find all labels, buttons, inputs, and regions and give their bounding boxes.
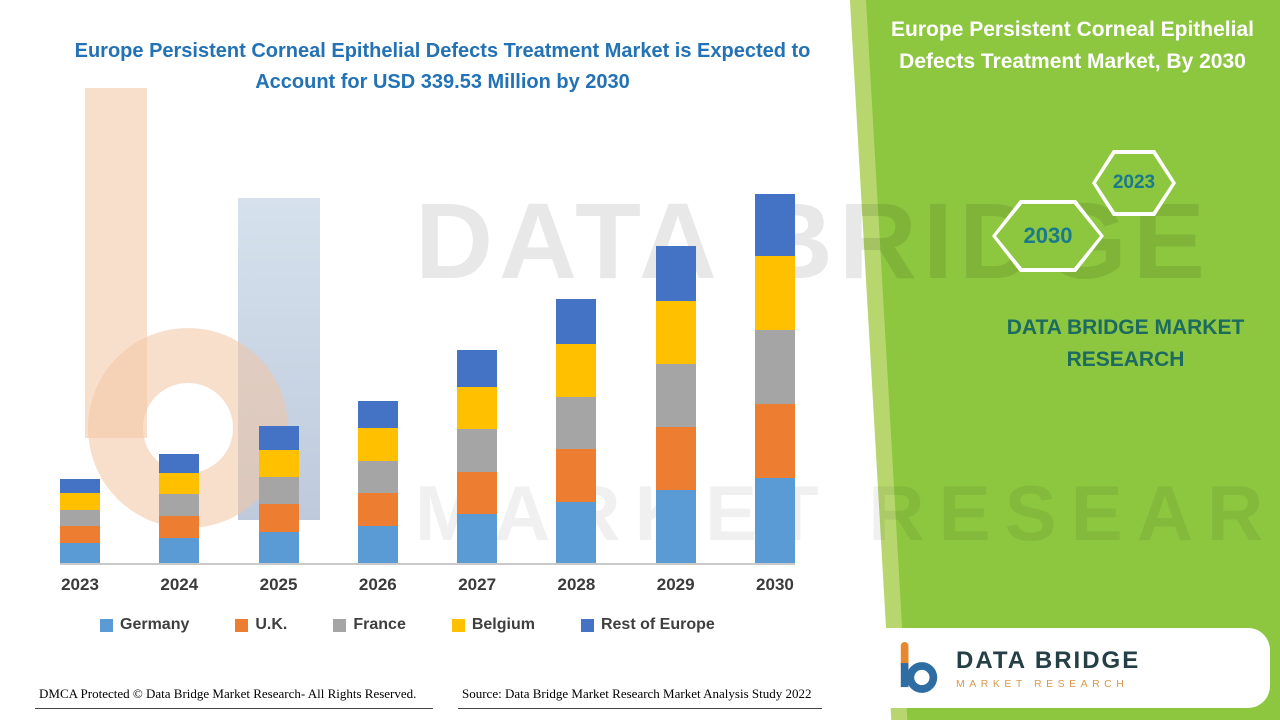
bar-2030-segment-u-k bbox=[754, 404, 795, 479]
legend-swatch-u-k bbox=[235, 618, 249, 632]
bar-2025-segment-france bbox=[258, 477, 299, 505]
x-label-2027: 2027 bbox=[458, 575, 497, 594]
stacked-bar-chart bbox=[60, 130, 795, 565]
bar-2029 bbox=[655, 246, 696, 563]
side-panel-title: Europe Persistent Corneal Epithelial Def… bbox=[891, 18, 1254, 73]
bar-2029-segment-rest-of-europe bbox=[655, 246, 696, 301]
x-label-2030: 2030 bbox=[756, 575, 794, 594]
bar-2027-segment-belgium bbox=[457, 386, 498, 430]
bar-2024-segment-u-k bbox=[159, 516, 200, 538]
bar-2027-segment-france bbox=[457, 429, 498, 472]
bar-2024-segment-germany bbox=[159, 538, 200, 563]
brand-name-text: DATA BRIDGE MARKET RESEARCH bbox=[1006, 316, 1245, 371]
bar-2027 bbox=[457, 349, 498, 563]
databridge-b-icon bbox=[896, 639, 942, 698]
bar-2025-segment-u-k bbox=[258, 504, 299, 532]
x-axis-labels: 2023 2024 2025 2026 2027 2028 2029 2030 bbox=[60, 575, 795, 595]
logo-name: DATA BRIDGE bbox=[956, 646, 1141, 674]
bar-2029-segment-belgium bbox=[655, 300, 696, 364]
footer-source-text: Source: Data Bridge Market Research Mark… bbox=[458, 684, 822, 709]
legend-label-belgium: Belgium bbox=[471, 616, 535, 633]
x-label-2023: 2023 bbox=[61, 575, 99, 594]
legend-item-u-k: U.K. bbox=[235, 616, 287, 634]
legend-swatch-germany bbox=[100, 618, 113, 632]
legend-label-rest-of-europe: Rest of Europe bbox=[600, 616, 715, 633]
legend-label-germany: Germany bbox=[120, 616, 190, 633]
legend-item-rest-of-europe: Rest of Europe bbox=[580, 616, 715, 634]
legend-swatch-rest-of-europe bbox=[580, 618, 594, 632]
bar-2026-segment-belgium bbox=[357, 428, 398, 461]
bar-2024-segment-rest-of-europe bbox=[159, 454, 200, 473]
bar-2029-segment-france bbox=[655, 363, 696, 428]
legend-label-u-k: U.K. bbox=[255, 616, 288, 633]
logo-subtitle: MARKET RESEARCH bbox=[956, 677, 1129, 690]
bar-2025-segment-belgium bbox=[258, 449, 299, 478]
hexagon-2023: 2023 bbox=[1092, 150, 1176, 216]
bar-2027-segment-rest-of-europe bbox=[457, 349, 498, 387]
bar-2028-segment-belgium bbox=[556, 344, 597, 397]
databridge-logo-card: DATA BRIDGE MARKET RESEARCH bbox=[866, 628, 1270, 708]
bar-2025 bbox=[258, 426, 299, 563]
bar-2023-segment-france bbox=[60, 509, 100, 527]
bar-2028 bbox=[556, 298, 597, 563]
bar-2027-segment-germany bbox=[457, 514, 498, 563]
bar-2030-segment-germany bbox=[754, 478, 795, 563]
bar-2029-segment-germany bbox=[655, 490, 696, 563]
bar-2026-segment-france bbox=[357, 460, 398, 494]
footer-dmca-text: DMCA Protected © Data Bridge Market Rese… bbox=[35, 684, 433, 709]
bar-2026 bbox=[357, 401, 398, 563]
bar-2026-segment-u-k bbox=[357, 493, 398, 526]
bar-2028-segment-u-k bbox=[556, 448, 597, 503]
hexagon-2030: 2030 bbox=[992, 200, 1104, 272]
bar-2027-segment-u-k bbox=[457, 471, 498, 515]
bar-2024-segment-france bbox=[159, 494, 200, 517]
bar-2030-segment-france bbox=[754, 330, 795, 405]
x-label-2028: 2028 bbox=[557, 575, 596, 594]
bar-2026-segment-rest-of-europe bbox=[357, 401, 398, 429]
hexagon-2030-label: 2030 bbox=[1023, 223, 1073, 248]
chart-title: Europe Persistent Corneal Epithelial Def… bbox=[74, 40, 811, 93]
green-panel bbox=[866, 0, 1280, 720]
legend-item-france: France bbox=[333, 616, 406, 634]
x-label-2026: 2026 bbox=[358, 575, 397, 594]
bar-2028-segment-germany bbox=[556, 502, 597, 563]
bar-2023-segment-germany bbox=[60, 543, 100, 563]
bar-2030-segment-belgium bbox=[754, 256, 795, 331]
bar-2023-segment-belgium bbox=[60, 493, 100, 510]
bar-2023 bbox=[60, 479, 100, 563]
bar-2025-segment-rest-of-europe bbox=[258, 426, 299, 450]
chart-legend: Germany U.K. France Belgium Rest of Europe bbox=[100, 616, 715, 634]
bar-2028-segment-rest-of-europe bbox=[556, 298, 597, 345]
legend-label-france: France bbox=[353, 616, 406, 633]
x-label-2029: 2029 bbox=[656, 575, 695, 594]
bar-2030 bbox=[754, 193, 795, 563]
bar-2023-segment-rest-of-europe bbox=[60, 479, 100, 494]
legend-item-germany: Germany bbox=[100, 616, 189, 634]
bar-2029-segment-u-k bbox=[655, 427, 696, 491]
bar-2028-segment-france bbox=[556, 396, 597, 449]
bar-2024-segment-belgium bbox=[159, 472, 200, 495]
bar-2025-segment-germany bbox=[258, 531, 299, 563]
legend-swatch-belgium bbox=[451, 618, 465, 632]
x-label-2025: 2025 bbox=[259, 575, 298, 594]
bar-2030-segment-rest-of-europe bbox=[754, 193, 795, 257]
bar-2023-segment-u-k bbox=[60, 526, 100, 544]
legend-swatch-france bbox=[333, 618, 347, 632]
legend-item-belgium: Belgium bbox=[451, 616, 535, 634]
bar-2026-segment-germany bbox=[357, 526, 398, 563]
x-label-2024: 2024 bbox=[160, 575, 199, 594]
hexagon-2023-label: 2023 bbox=[1112, 172, 1156, 193]
bar-2024 bbox=[159, 454, 200, 563]
